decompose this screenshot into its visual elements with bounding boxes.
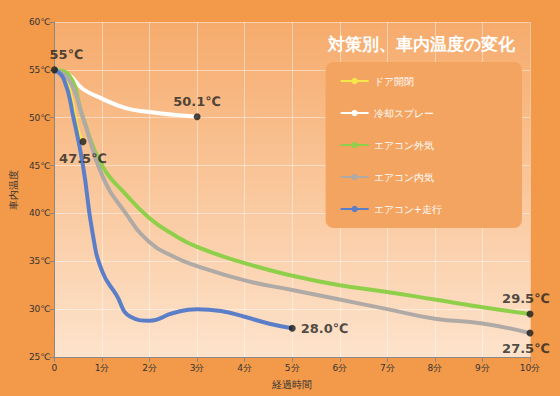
svg-text:28.0℃: 28.0℃: [301, 321, 349, 336]
svg-text:50℃: 50℃: [29, 113, 51, 123]
svg-text:60℃: 60℃: [29, 17, 51, 27]
svg-text:8分: 8分: [428, 363, 443, 373]
svg-text:冷却スプレー: 冷却スプレー: [374, 108, 434, 119]
svg-text:エアコン内気: エアコン内気: [374, 172, 434, 183]
svg-text:30℃: 30℃: [29, 304, 51, 314]
svg-text:25℃: 25℃: [29, 352, 51, 362]
svg-text:9分: 9分: [475, 363, 490, 373]
svg-text:経過時間: 経過時間: [271, 379, 312, 390]
svg-text:エアコン外気: エアコン外気: [374, 140, 434, 151]
svg-text:40℃: 40℃: [29, 208, 51, 218]
svg-text:対策別、車内温度の変化: 対策別、車内温度の変化: [327, 34, 516, 54]
svg-text:2分: 2分: [142, 363, 157, 373]
svg-text:45℃: 45℃: [29, 161, 51, 171]
svg-text:29.5℃: 29.5℃: [502, 291, 550, 306]
svg-text:27.5℃: 27.5℃: [502, 341, 550, 356]
svg-text:50.1℃: 50.1℃: [173, 94, 221, 109]
svg-text:車内温度: 車内温度: [8, 170, 19, 210]
svg-text:6分: 6分: [332, 363, 347, 373]
svg-text:5分: 5分: [285, 363, 300, 373]
svg-text:1分: 1分: [95, 363, 110, 373]
svg-text:7分: 7分: [380, 363, 395, 373]
svg-text:ドア開閉: ドア開閉: [374, 76, 414, 87]
svg-text:エアコン+走行: エアコン+走行: [374, 204, 442, 215]
svg-text:3分: 3分: [190, 363, 205, 373]
svg-text:4分: 4分: [237, 363, 252, 373]
svg-text:35℃: 35℃: [29, 256, 51, 266]
svg-text:10分: 10分: [520, 363, 540, 373]
svg-text:0: 0: [52, 363, 58, 373]
svg-text:55℃: 55℃: [29, 65, 51, 75]
svg-text:55℃: 55℃: [50, 47, 84, 62]
svg-text:47.5℃: 47.5℃: [59, 151, 107, 166]
